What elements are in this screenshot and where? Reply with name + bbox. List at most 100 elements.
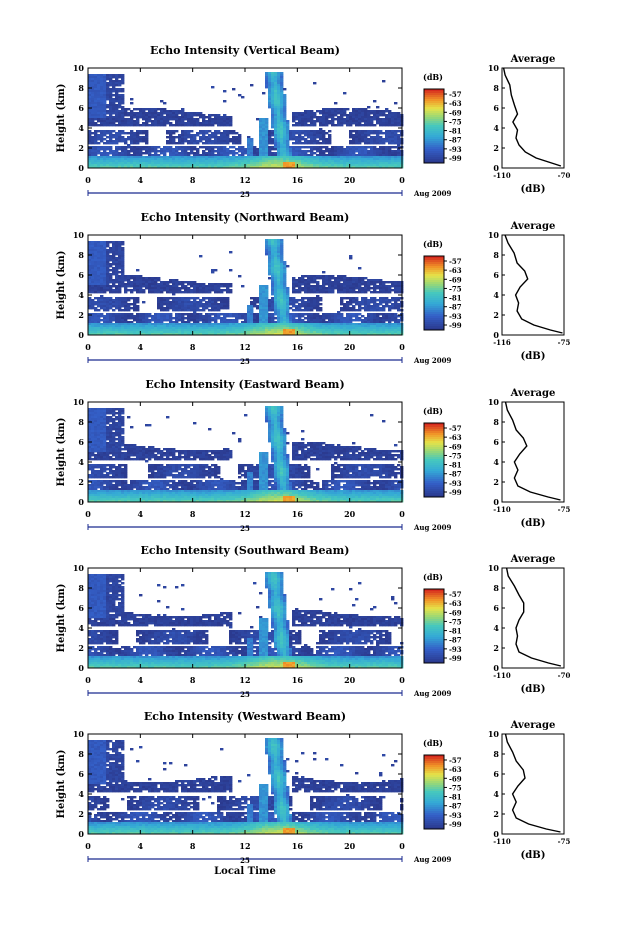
heatmap-cell: [136, 269, 139, 271]
heatmap-cell: [313, 124, 316, 126]
heatmap-cell: [190, 130, 193, 132]
heatmap-cell: [373, 124, 376, 126]
heatmap-cell: [361, 140, 364, 142]
heatmap-cell: [292, 305, 295, 307]
heatmap-cell: [394, 142, 397, 144]
heatmap-cell: [187, 148, 190, 150]
heatmap-cell: [103, 124, 106, 126]
heatmap-cell: [100, 124, 103, 126]
heatmap-cell: [334, 114, 337, 116]
heatmap-cell: [325, 150, 328, 152]
heatmap-cell: [127, 299, 130, 301]
heatmap-cell: [319, 299, 322, 301]
colorbar-tick-label: -57: [449, 90, 462, 99]
heatmap-cell: [238, 317, 241, 319]
heatmap-cell: [250, 297, 253, 299]
heatmap-cell: [115, 120, 118, 122]
heatmap-cell: [349, 142, 352, 144]
average-y-tick-label: 4: [493, 123, 499, 133]
heatmap-cell: [220, 142, 223, 144]
heatmap-cell: [322, 124, 325, 126]
heatmap-cell: [172, 309, 175, 311]
x-tick-label: 8: [190, 175, 196, 185]
heatmap-cell: [196, 124, 199, 126]
heatmap-cell: [268, 273, 271, 275]
heatmap-cell: [307, 124, 310, 126]
heatmap-cell: [106, 148, 109, 150]
heatmap-cell: [373, 132, 376, 134]
heatmap-cell: [322, 146, 325, 148]
heatmap-cell: [109, 124, 112, 126]
heatmap-cell: [94, 124, 97, 126]
heatmap-cell: [181, 309, 184, 311]
heatmap-cell: [145, 152, 148, 154]
heatmap-cell: [127, 132, 130, 134]
heatmap-cell: [325, 283, 328, 285]
heatmap-cell: [184, 313, 187, 315]
heatmap-cell: [223, 307, 226, 309]
heatmap-cell: [298, 291, 301, 293]
heatmap-cell: [208, 305, 211, 307]
heatmap-cell: [103, 138, 106, 140]
heatmap-cell: [106, 309, 109, 311]
heatmap-cell: [331, 277, 334, 279]
heatmap-cell: [118, 90, 121, 92]
heatmap-cell: [157, 108, 160, 110]
heatmap-cell: [211, 142, 214, 144]
heatmap-cell: [391, 142, 394, 144]
colorbar-tick-label: -63: [449, 99, 462, 108]
heatmap-cell: [361, 120, 364, 122]
heatmap-cell: [163, 102, 166, 104]
heatmap-cell: [361, 124, 364, 126]
heatmap-cell: [313, 291, 316, 293]
heatmap-cell: [325, 142, 328, 144]
heatmap-cell: [121, 132, 124, 134]
heatmap-cell: [124, 279, 127, 281]
heatmap-cell: [289, 303, 292, 305]
heatmap-cell: [145, 108, 148, 110]
heatmap-cell: [163, 309, 166, 311]
heatmap-cell: [112, 136, 115, 138]
heatmap-cell: [160, 309, 163, 311]
heatmap-cell: [331, 124, 334, 126]
heatmap-cell: [295, 309, 298, 311]
heatmap-cell: [340, 124, 343, 126]
heatmap-cell: [178, 319, 181, 321]
average-y-tick-label: 10: [488, 63, 500, 73]
heatmap-cell: [190, 297, 193, 299]
heatmap-cell: [124, 132, 127, 134]
heatmap-cell: [316, 150, 319, 152]
heatmap-cell: [214, 269, 217, 271]
x-tick-label: 0: [85, 175, 91, 185]
heatmap-cell: [109, 265, 112, 267]
heatmap-cell: [268, 106, 271, 108]
heatmap-cell: [175, 309, 178, 311]
heatmap-cell: [130, 150, 133, 152]
heatmap-cell: [256, 301, 259, 303]
day-label: 25: [240, 190, 250, 199]
heatmap-cell: [178, 291, 181, 293]
heatmap-cell: [118, 140, 121, 142]
heatmap-cell: [271, 293, 274, 295]
y-tick-label: 6: [78, 103, 84, 113]
heatmap-cell: [142, 118, 145, 120]
heatmap-cell: [142, 301, 145, 303]
heatmap-cell: [319, 277, 322, 279]
heatmap-cell: [142, 140, 145, 142]
heatmap-cell: [328, 142, 331, 144]
heatmap-cell: [115, 291, 118, 293]
heatmap-cell: [166, 132, 169, 134]
heatmap-cell: [163, 319, 166, 321]
heatmap-cell: [274, 317, 277, 319]
heatmap-cell: [94, 291, 97, 293]
heatmap-cell: [382, 132, 385, 134]
heatmap-cell: [214, 291, 217, 293]
heatmap-cell: [139, 132, 142, 134]
heatmap-cell: [358, 124, 361, 126]
heatmap-cell: [343, 297, 346, 299]
heatmap-cell: [205, 148, 208, 150]
heatmap-cell: [364, 124, 367, 126]
heatmap-cell: [184, 124, 187, 126]
heatmap-cell: [304, 142, 307, 144]
